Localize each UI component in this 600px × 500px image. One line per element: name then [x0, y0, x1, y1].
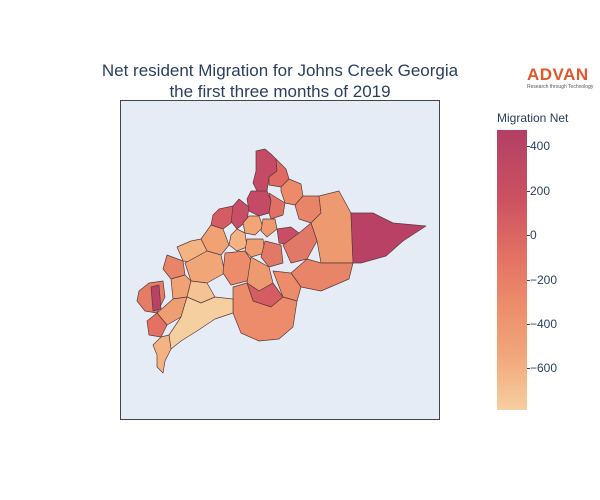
colorbar-title: Migration Net [497, 111, 569, 125]
region-north-center[interactable] [246, 190, 272, 217]
colorbar-tick-400: 400 [530, 139, 551, 153]
colorbar-tick-0: 0 [530, 228, 537, 242]
region-south-tail[interactable] [152, 334, 172, 374]
map-frame[interactable] [120, 100, 440, 420]
choropleth-map[interactable] [121, 101, 441, 421]
chart-title-line-2: the first three months of 2019 [169, 82, 391, 101]
region-far-west-strip[interactable] [150, 284, 162, 312]
chart-title-line-1: Net resident Migration for Johns Creek G… [101, 61, 459, 80]
colorbar-tickmark [527, 146, 530, 147]
chart-title: Net resident Migration for Johns Creek G… [60, 60, 500, 102]
colorbar-tickmark [527, 191, 530, 192]
region-north-east-1[interactable] [280, 178, 304, 206]
region-north-spike-east[interactable] [268, 158, 290, 188]
region-center-7[interactable] [282, 222, 318, 264]
colorbar-tickmark [527, 280, 530, 281]
region-north-west-2[interactable] [210, 205, 234, 230]
colorbar-tick-minus-200: −200 [530, 273, 558, 287]
colorbar-tickmark [527, 368, 530, 369]
colorbar [497, 130, 527, 410]
colorbar-tickmark [527, 324, 530, 325]
region-south-west-3[interactable] [146, 312, 168, 338]
colorbar-tick-200: 200 [530, 184, 551, 198]
region-center-5[interactable] [244, 238, 266, 258]
colorbar-tick-minus-400: −400 [530, 317, 558, 331]
region-center-4[interactable] [228, 228, 248, 252]
region-center-2[interactable] [260, 218, 278, 238]
region-east-lobe[interactable] [350, 212, 427, 264]
region-south-west-2[interactable] [168, 296, 234, 350]
region-north-spike[interactable] [252, 148, 278, 194]
colorbar-tickmark [527, 235, 530, 236]
region-center-6[interactable] [260, 240, 284, 268]
advan-logo: ADVAN Research through Technology [527, 65, 594, 91]
colorbar-tick-minus-600: −600 [530, 361, 558, 375]
region-center-1[interactable] [242, 215, 264, 236]
logo-tagline: Research through Technology [527, 84, 594, 90]
logo-wordmark: ADVAN [527, 65, 589, 84]
region-mid-south-4[interactable] [272, 270, 302, 302]
region-south-main[interactable] [232, 282, 298, 342]
